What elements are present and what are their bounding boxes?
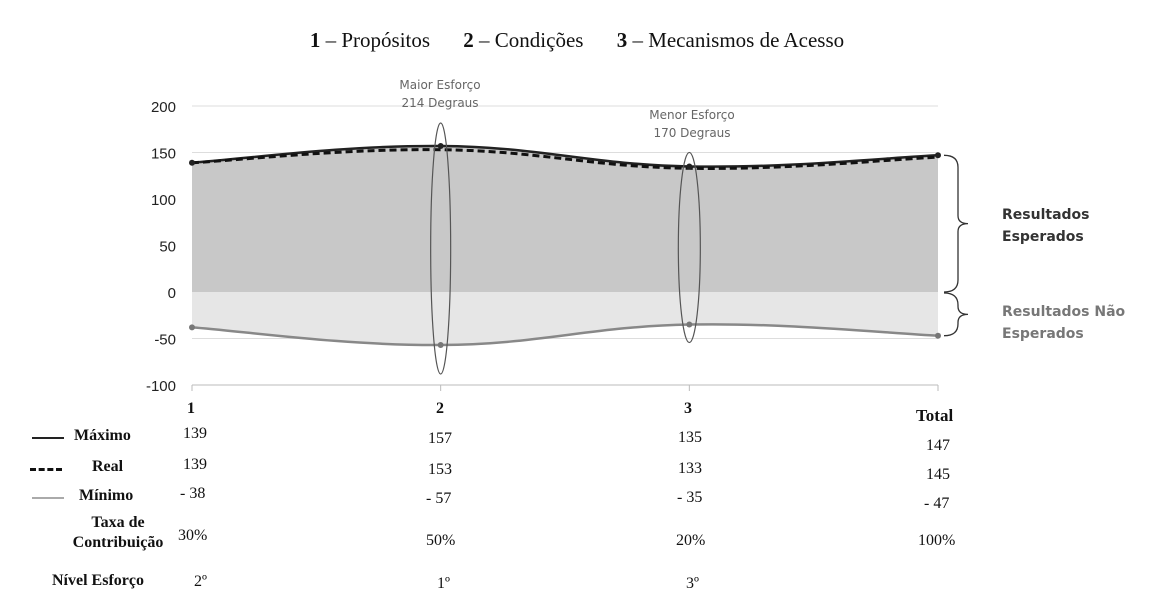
y-tick-label: 150 bbox=[151, 146, 176, 163]
min-point bbox=[189, 324, 195, 331]
not-expected-results-area bbox=[192, 292, 938, 346]
row-label-effort-level: Nível Esforço bbox=[52, 572, 144, 589]
legend-max-line bbox=[32, 437, 64, 439]
legend-real-line bbox=[30, 468, 62, 471]
max-series-line bbox=[191, 144, 939, 168]
row-label-real: Real bbox=[92, 458, 124, 475]
max-effort-annotation: Maior Esforço 214 Degraus bbox=[380, 76, 500, 112]
min-point bbox=[935, 332, 941, 339]
cell-contribution-3: 20% bbox=[676, 532, 706, 549]
max-point bbox=[437, 142, 444, 149]
not-expected-results-label: Resultados Não Esperados bbox=[1002, 304, 1126, 342]
max-effort-label: Maior Esforço bbox=[399, 78, 481, 92]
min-point bbox=[437, 342, 444, 349]
y-tick-label: 200 bbox=[151, 99, 176, 116]
y-tick-label: 100 bbox=[151, 192, 176, 209]
min-effort-ellipse bbox=[677, 151, 701, 344]
cell-min-1: - 38 bbox=[180, 485, 206, 502]
not-expected-results-bracket bbox=[943, 292, 969, 337]
row-label-max: Máximo bbox=[74, 427, 131, 444]
min-effort-steps: 170 Degraus bbox=[653, 126, 731, 140]
min-effort-label: Menor Esforço bbox=[649, 108, 735, 122]
cell-min-total: - 47 bbox=[924, 495, 950, 512]
expected-results-area bbox=[192, 145, 938, 292]
max-point bbox=[189, 159, 195, 166]
legend-item-3: 3 – Mecanismos de Acesso bbox=[616, 28, 845, 52]
cell-effort-1: 2º bbox=[194, 573, 207, 590]
cell-max-total: 147 bbox=[926, 437, 950, 454]
legend-min-line bbox=[32, 497, 64, 499]
category-label-1: 1 bbox=[187, 400, 195, 417]
max-effort-ellipse bbox=[430, 122, 452, 375]
cell-real-3: 133 bbox=[678, 460, 702, 477]
expected-results-bracket bbox=[943, 154, 969, 293]
cell-max-1: 139 bbox=[183, 425, 207, 442]
cell-real-total: 145 bbox=[926, 466, 950, 483]
category-label-3: 3 bbox=[684, 400, 692, 417]
category-legend: 1 – Propósitos 2 – Condições 3 – Mecanis… bbox=[0, 28, 1154, 53]
cell-real-1: 139 bbox=[183, 456, 207, 473]
cell-contribution-1: 30% bbox=[178, 527, 208, 544]
y-tick-label: -50 bbox=[154, 332, 176, 349]
min-series-line bbox=[191, 323, 939, 347]
max-effort-steps: 214 Degraus bbox=[401, 96, 479, 110]
cell-contribution-total: 100% bbox=[918, 532, 956, 549]
cell-max-2: 157 bbox=[428, 430, 452, 447]
cell-real-2: 153 bbox=[428, 461, 452, 478]
cell-min-3: - 35 bbox=[677, 489, 703, 506]
y-tick-label: 0 bbox=[168, 285, 176, 302]
max-point bbox=[935, 152, 941, 159]
expected-results-label: Resultados Esperados bbox=[1002, 207, 1090, 245]
cell-contribution-2: 50% bbox=[426, 532, 456, 549]
real-series-line bbox=[191, 148, 939, 170]
y-tick-label: 50 bbox=[159, 239, 176, 256]
max-point bbox=[686, 163, 693, 170]
legend-item-2: 2 – Condições bbox=[463, 28, 584, 52]
y-tick-label: -100 bbox=[146, 378, 176, 395]
row-label-contribution: Taxa de Contribuição bbox=[72, 514, 164, 551]
cell-effort-2: 1º bbox=[437, 575, 450, 592]
min-effort-annotation: Menor Esforço 170 Degraus bbox=[632, 106, 752, 142]
row-label-min: Mínimo bbox=[79, 487, 134, 504]
cell-effort-3: 3º bbox=[686, 575, 699, 592]
category-label-2: 2 bbox=[436, 400, 444, 417]
cell-min-2: - 57 bbox=[426, 490, 452, 507]
category-label-total: Total bbox=[916, 406, 954, 425]
cell-max-3: 135 bbox=[678, 429, 702, 446]
min-point bbox=[686, 321, 693, 328]
legend-item-1: 1 – Propósitos bbox=[309, 28, 431, 52]
